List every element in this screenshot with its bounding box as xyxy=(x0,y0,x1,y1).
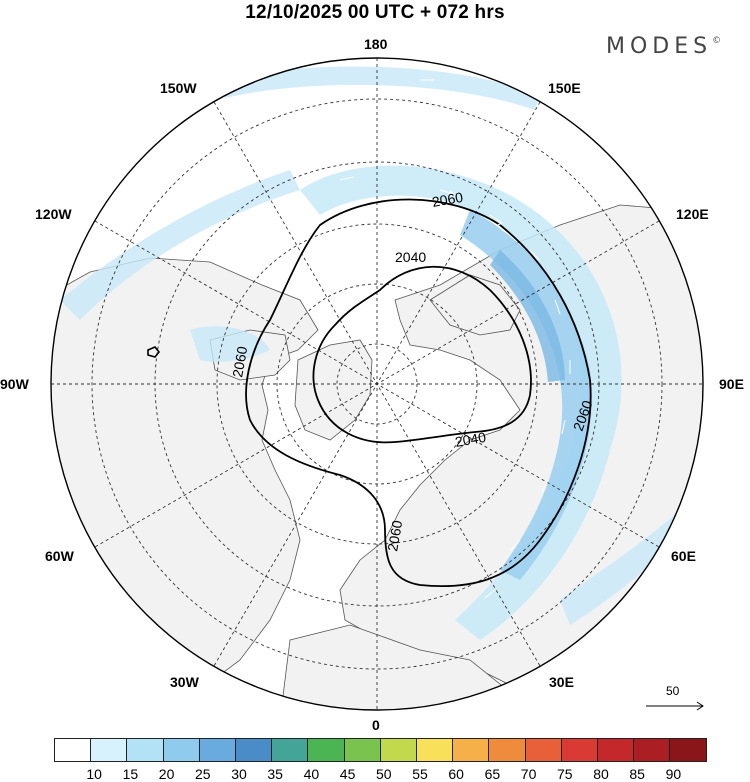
lon-label-60e: 60E xyxy=(671,548,696,564)
colorbar-swatch xyxy=(669,738,707,762)
brand-mark: © xyxy=(712,36,722,46)
colorbar-swatch xyxy=(379,738,417,762)
contour-label: 2060 xyxy=(384,519,405,553)
colorbar-swatch xyxy=(597,738,635,762)
colorbar-swatch xyxy=(416,738,454,762)
colorbar-tick-label: 40 xyxy=(303,766,320,782)
map-border xyxy=(50,57,704,711)
lon-label-120e: 120E xyxy=(676,206,709,222)
colorbar-tick-label: 90 xyxy=(665,766,682,782)
lon-label-120w: 120W xyxy=(35,206,72,222)
lon-label-180: 180 xyxy=(364,36,388,52)
contour-2060 xyxy=(245,198,592,588)
contour-label: 2060 xyxy=(431,189,465,210)
reference-vector-value: 50 xyxy=(666,684,680,698)
colorbar-tick-label: 65 xyxy=(484,766,501,782)
colorbar-swatch xyxy=(633,738,671,762)
colorbar-swatch xyxy=(90,738,128,762)
graticule xyxy=(51,58,703,710)
jet-pacific-band xyxy=(60,170,300,320)
colorbar-swatch xyxy=(54,738,92,762)
colorbar-tick-label: 35 xyxy=(267,766,283,782)
lon-label-150w: 150W xyxy=(160,80,197,96)
contour-label: 2060 xyxy=(229,345,250,379)
colorbar-swatch xyxy=(488,738,526,762)
wind-arrows xyxy=(279,79,571,599)
colorbar-tick-label: 30 xyxy=(231,766,247,782)
contour-label: 2040 xyxy=(395,249,426,265)
colorbar-tick-label: 45 xyxy=(339,766,356,782)
colorbar-swatch xyxy=(198,738,236,762)
colorbar-swatch xyxy=(307,738,345,762)
colorbar-swatch xyxy=(235,738,273,762)
map-title: 12/10/2025 00 UTC + 072 hrs xyxy=(245,2,505,23)
colorbar-tick-label: 20 xyxy=(158,766,175,782)
brand-name: MODES xyxy=(606,34,713,59)
colorbar-tick-label: 50 xyxy=(376,766,392,782)
lon-label-60w: 60W xyxy=(45,548,74,564)
colorbar-tick-label: 15 xyxy=(122,766,139,782)
jet-max-core xyxy=(490,250,565,382)
colorbar-swatch xyxy=(524,738,562,762)
colorbar-tick-label: 25 xyxy=(195,766,211,782)
jet-west-band xyxy=(190,326,270,362)
jet-strong-core xyxy=(460,210,592,580)
jet-south-east xyxy=(560,500,700,625)
colorbar-tick-label: 80 xyxy=(593,766,609,782)
lon-label-30e: 30E xyxy=(549,674,574,690)
colorbar-swatch xyxy=(126,738,164,762)
lon-label-90w: 90W xyxy=(0,376,29,392)
brand-logo: MODES© xyxy=(606,34,721,59)
colorbar-swatch xyxy=(343,738,381,762)
lon-label-0: 0 xyxy=(372,717,380,733)
colorbar-swatch xyxy=(271,738,309,762)
contour-label: 2040 xyxy=(454,429,488,450)
lon-label-90e: 90E xyxy=(719,376,744,392)
colorbar-swatch xyxy=(560,738,598,762)
lon-label-30w: 30W xyxy=(170,674,199,690)
colorbar-tick-label: 70 xyxy=(520,766,537,782)
colorbar-swatch xyxy=(452,738,490,762)
colorbar-tick-label: 85 xyxy=(629,766,645,782)
contour-closed-small xyxy=(147,346,161,358)
colorbar-tick-label: 75 xyxy=(557,766,573,782)
colorbar-tick-label: 60 xyxy=(448,766,464,782)
land-siberia-north xyxy=(429,274,521,336)
arrow-right-icon xyxy=(646,701,704,711)
colorbar-tick-label: 55 xyxy=(412,766,428,782)
colorbar-swatch xyxy=(162,738,200,762)
colorbar-tick-label: 10 xyxy=(86,766,102,782)
jet-north-rim xyxy=(220,66,540,110)
lon-label-150e: 150E xyxy=(548,80,581,96)
contour-2040 xyxy=(312,265,532,444)
